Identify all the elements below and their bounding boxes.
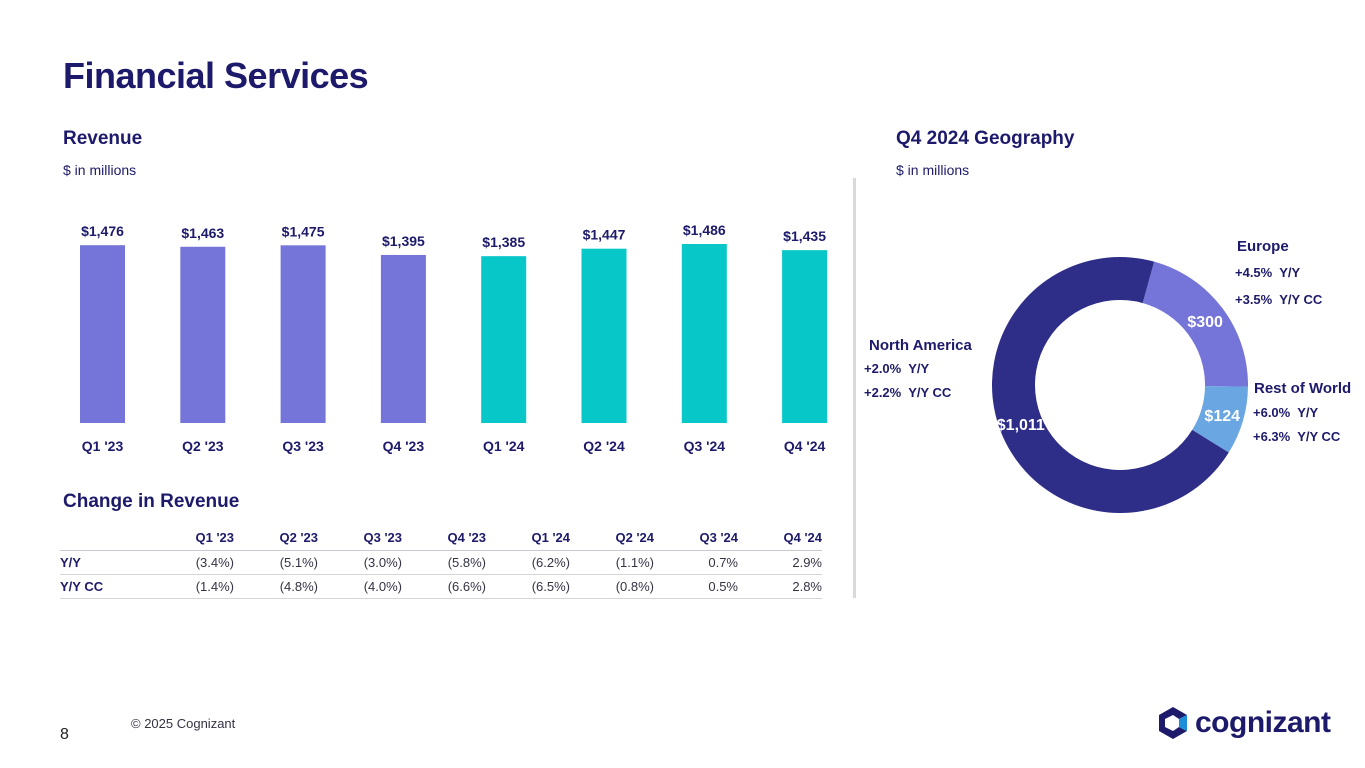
- bar-value-label: $1,435: [783, 228, 826, 244]
- bar: [80, 245, 125, 423]
- table-row-label: Y/Y: [60, 550, 150, 575]
- table-cell: (0.8%): [570, 574, 654, 599]
- table-cell: 2.8%: [738, 574, 822, 599]
- bar: [180, 246, 226, 423]
- table-corner-cell: [60, 528, 150, 551]
- revenue-bar-chart: $1,476 Q1 '23 $1,463 Q2 '23 $1,475 Q3 '23 $1,3…: [80, 222, 828, 454]
- table-cell: (3.0%): [318, 550, 402, 575]
- bar-value-label: $1,447: [583, 227, 626, 243]
- table-cell: 0.7%: [654, 550, 738, 575]
- geography-donut-chart: $300 $124 $1,011: [992, 257, 1248, 513]
- table-header-row: Q1 '23 Q2 '23 Q3 '23 Q4 '23 Q1 '24 Q2 '24 Q3 '…: [60, 528, 822, 551]
- bar-value-label: $1,475: [282, 223, 325, 239]
- table-cell: (6.6%): [402, 574, 486, 599]
- table-cell: (1.4%): [150, 574, 234, 599]
- page-number: 8: [60, 726, 69, 743]
- region-yy-north-america: +2.0% Y/Y: [864, 361, 930, 376]
- bar: [280, 245, 326, 423]
- table-cell: (4.8%): [234, 574, 318, 599]
- region-yycc-north-america: +2.2% Y/Y CC: [864, 385, 952, 400]
- bar-value-label: $1,463: [181, 225, 224, 241]
- table-row-label: Y/Y CC: [60, 574, 150, 599]
- region-name-europe: Europe: [1237, 238, 1289, 255]
- table-cell: (1.1%): [570, 550, 654, 575]
- bar: [380, 254, 426, 423]
- x-tick-label: Q1 '24: [483, 438, 525, 454]
- table-cell: (5.1%): [234, 550, 318, 575]
- donut-slice: [1142, 261, 1248, 387]
- bar: [481, 256, 527, 423]
- change-title: Change in Revenue: [63, 491, 240, 512]
- table-row: Y/Y CC (1.4%) (4.8%) (4.0%) (6.6%) (6.5%) (0.8…: [60, 574, 822, 599]
- table-column-header: Q1 '23: [150, 528, 234, 551]
- bar: [581, 248, 627, 423]
- cognizant-logo-icon: [1159, 707, 1187, 739]
- revenue-subtitle: $ in millions: [63, 162, 137, 178]
- slice-value-label: $124: [1204, 408, 1240, 425]
- table-cell: (5.8%): [402, 550, 486, 575]
- bar: [782, 250, 828, 423]
- cognizant-logo: cognizant: [1155, 705, 1331, 741]
- table-column-header: Q4 '24: [738, 528, 822, 551]
- x-tick-label: Q1 '23: [82, 438, 124, 454]
- table-cell: 0.5%: [654, 574, 738, 599]
- geography-title: Q4 2024 Geography: [896, 128, 1075, 149]
- x-tick-label: Q3 '23: [282, 438, 324, 454]
- region-yy-europe: +4.5% Y/Y: [1235, 265, 1301, 280]
- table-column-header: Q2 '24: [570, 528, 654, 551]
- bar-value-label: $1,385: [482, 234, 525, 250]
- region-yycc-rest-of-world: +6.3% Y/Y CC: [1253, 429, 1341, 444]
- x-tick-label: Q3 '24: [684, 438, 726, 454]
- bar-value-label: $1,476: [81, 223, 124, 239]
- bar: [681, 244, 727, 423]
- x-tick-label: Q4 '24: [784, 438, 826, 454]
- table-column-header: Q4 '23: [402, 528, 486, 551]
- table-cell: (4.0%): [318, 574, 402, 599]
- cognizant-logo-text: cognizant: [1195, 706, 1331, 739]
- bar-value-label: $1,486: [683, 222, 726, 238]
- table-row: Y/Y (3.4%) (5.1%) (3.0%) (5.8%) (6.2%) (1.1%) 0…: [60, 550, 822, 575]
- section-divider: [853, 178, 856, 598]
- change-in-revenue-table: Q1 '23 Q2 '23 Q3 '23 Q4 '23 Q1 '24 Q2 '24 Q3 '…: [60, 528, 822, 599]
- table-cell: (6.5%): [486, 574, 570, 599]
- revenue-title: Revenue: [63, 128, 143, 149]
- bar-value-label: $1,395: [382, 233, 425, 249]
- copyright-footer: © 2025 Cognizant: [131, 716, 236, 731]
- x-tick-label: Q4 '23: [383, 438, 425, 454]
- geography-subtitle: $ in millions: [896, 162, 970, 178]
- region-yycc-europe: +3.5% Y/Y CC: [1235, 292, 1323, 307]
- table-cell: 2.9%: [738, 550, 822, 575]
- table-cell: (3.4%): [150, 550, 234, 575]
- region-name-north-america: North America: [869, 337, 972, 354]
- x-tick-label: Q2 '24: [583, 438, 625, 454]
- slice-value-label: $300: [1187, 314, 1223, 331]
- x-tick-label: Q2 '23: [182, 438, 224, 454]
- donut-slice: [992, 257, 1229, 513]
- region-name-rest-of-world: Rest of World: [1254, 380, 1352, 397]
- region-yy-rest-of-world: +6.0% Y/Y: [1253, 405, 1319, 420]
- table-cell: (6.2%): [486, 550, 570, 575]
- table-column-header: Q3 '24: [654, 528, 738, 551]
- table-column-header: Q3 '23: [318, 528, 402, 551]
- table-column-header: Q1 '24: [486, 528, 570, 551]
- donut-slice: [1192, 386, 1248, 453]
- page-title: Financial Services: [63, 55, 369, 96]
- table-column-header: Q2 '23: [234, 528, 318, 551]
- slice-value-label: $1,011: [997, 417, 1045, 434]
